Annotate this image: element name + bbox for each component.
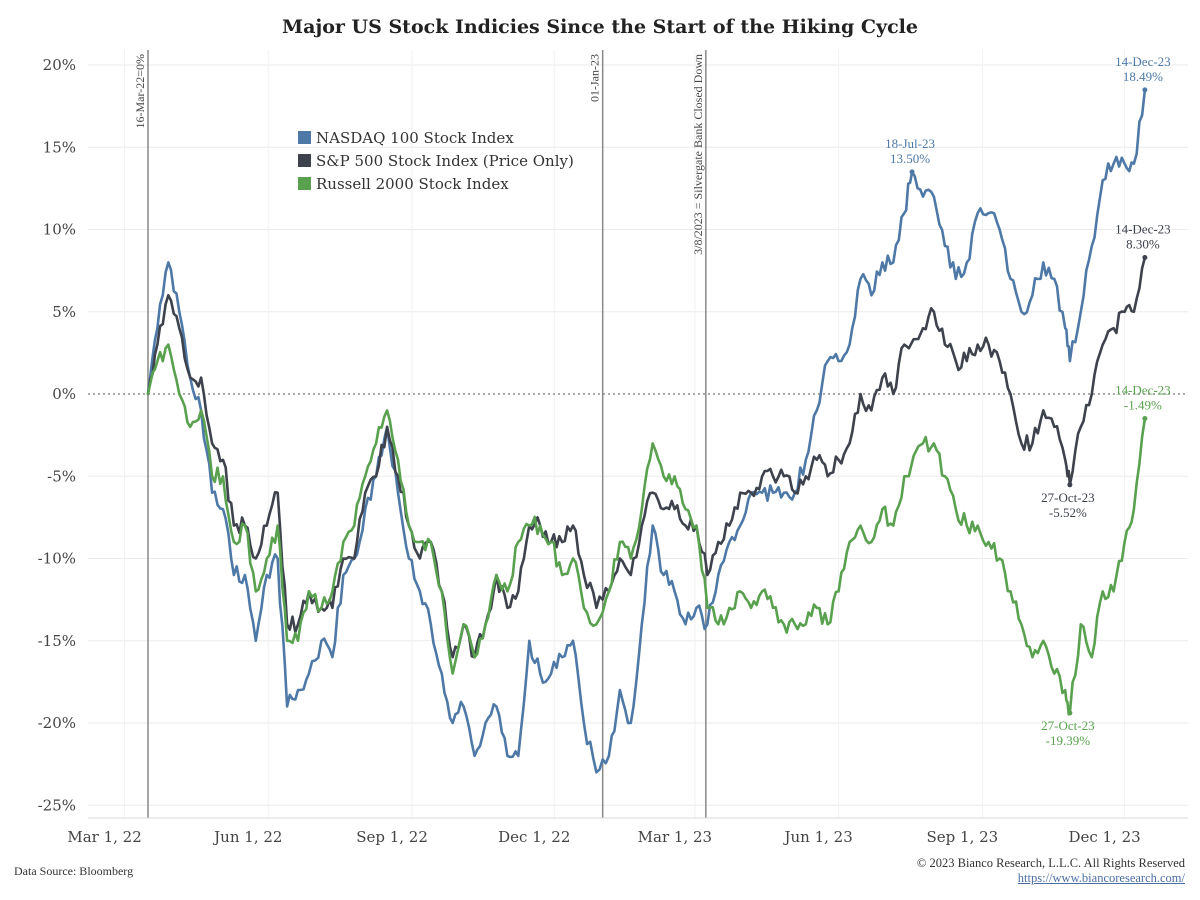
x-tick-label: Dec 1, 23: [1068, 828, 1140, 846]
series-line: [146, 343, 1147, 716]
website-link[interactable]: https://www.biancoresearch.com/: [1017, 871, 1185, 885]
legend-swatch: [298, 131, 311, 144]
series-lines: [146, 88, 1147, 774]
event-lines: 16-Mar-22=0% 01-Jan-23 3/8/2023 = Silverga…: [133, 50, 707, 818]
annotation-label: 14-Dec-23: [1115, 54, 1171, 69]
annotation-label: 13.50%: [890, 151, 930, 166]
y-tick-label: 20%: [43, 56, 76, 74]
y-tick-label: 15%: [43, 138, 76, 156]
y-tick-label: 0%: [52, 385, 76, 403]
annotation-point: [1067, 710, 1073, 716]
legend-label: S&P 500 Stock Index (Price Only): [316, 152, 574, 170]
annotations: 18-Jul-2313.50%14-Dec-2318.49%14-Dec-238…: [885, 54, 1171, 748]
axis-ticks: 20% 15% 10% 5% 0% -5% -10% -15% -20% -25% Mar 1, 2…: [38, 56, 1188, 846]
annotation-label: 18-Jul-23: [885, 136, 935, 151]
series-line: [146, 88, 1147, 774]
legend-label: Russell 2000 Stock Index: [316, 175, 509, 193]
y-tick-label: -20%: [38, 714, 76, 732]
event-line-label: 3/8/2023 = Silvergate Bank Closed Down: [691, 54, 705, 255]
annotation-label: 8.30%: [1126, 236, 1160, 251]
annotation-point: [1142, 254, 1148, 260]
y-tick-label: -15%: [38, 632, 76, 650]
x-tick-label: Sep 1, 23: [927, 828, 999, 846]
x-tick-label: Jun 1, 23: [782, 828, 852, 846]
annotation-label: -19.39%: [1046, 733, 1091, 748]
grid-lines: [88, 50, 1188, 818]
y-tick-label: -25%: [38, 796, 76, 814]
y-tick-label: -5%: [47, 467, 76, 485]
data-source: Data Source: Bloomberg: [14, 864, 134, 878]
annotation-point: [1142, 87, 1148, 93]
chart-title: Major US Stock Indicies Since the Start …: [282, 16, 918, 38]
annotation-label: 27-Oct-23: [1041, 490, 1094, 505]
annotation-point: [1142, 416, 1148, 422]
y-tick-label: 10%: [43, 221, 76, 239]
annotation-label: 14-Dec-23: [1115, 383, 1171, 398]
legend-swatch: [298, 177, 311, 190]
x-tick-label: Sep 1, 22: [356, 828, 428, 846]
x-tick-label: Mar 1, 23: [638, 828, 712, 846]
x-tick-label: Mar 1, 22: [67, 828, 141, 846]
annotation-label: -1.49%: [1124, 398, 1162, 413]
legend-swatch: [298, 154, 311, 167]
annotation-point: [1067, 482, 1073, 488]
annotation-label: 18.49%: [1123, 69, 1163, 84]
annotation-label: 14-Dec-23: [1115, 221, 1171, 236]
copyright-text: © 2023 Bianco Research, L.L.C. All Right…: [916, 856, 1185, 870]
annotation-label: -5.52%: [1049, 505, 1087, 520]
x-tick-label: Jun 1, 22: [212, 828, 282, 846]
legend-label: NASDAQ 100 Stock Index: [316, 129, 514, 147]
legend: NASDAQ 100 Stock Index S&P 500 Stock Inde…: [298, 129, 574, 193]
y-tick-label: -10%: [38, 550, 76, 568]
copyright-block: © 2023 Bianco Research, L.L.C. All Right…: [917, 856, 1185, 886]
event-line-label: 01-Jan-23: [588, 54, 602, 102]
event-line-label: 16-Mar-22=0%: [133, 54, 147, 129]
annotation-label: 27-Oct-23: [1041, 718, 1094, 733]
x-tick-label: Dec 1, 22: [498, 828, 570, 846]
annotation-point: [909, 169, 915, 175]
y-tick-label: 5%: [52, 303, 76, 321]
series-line: [146, 256, 1147, 659]
